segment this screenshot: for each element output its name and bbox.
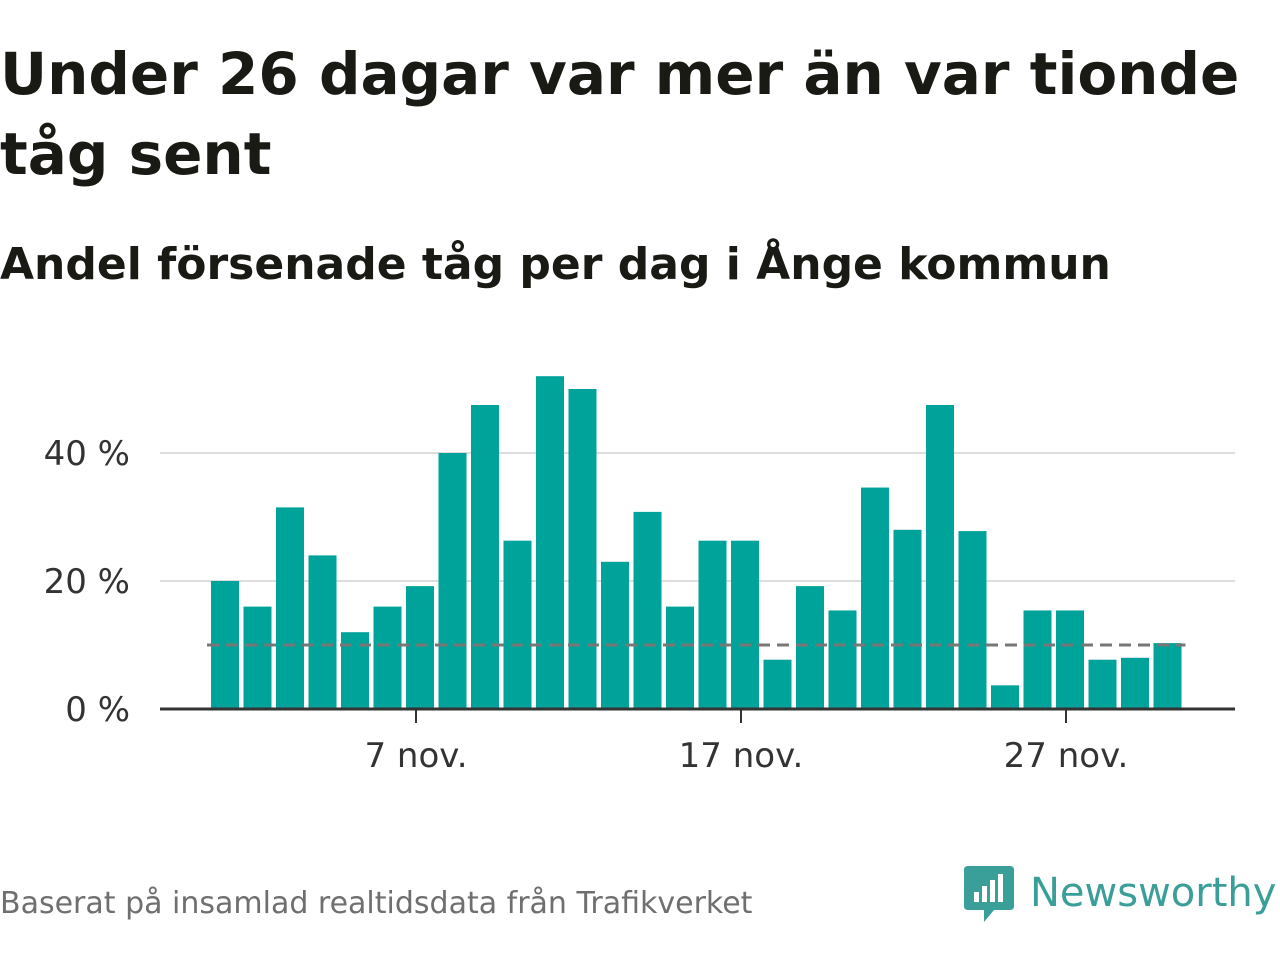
bar bbox=[438, 453, 467, 709]
bar bbox=[893, 529, 922, 709]
y-tick-labels: 0 % 20 % 40 % bbox=[44, 434, 130, 730]
bars bbox=[211, 376, 1182, 709]
bar bbox=[828, 610, 857, 709]
bar bbox=[1121, 657, 1149, 709]
bar bbox=[926, 405, 954, 709]
bar bbox=[633, 511, 662, 709]
y-tick-label: 0 % bbox=[65, 690, 130, 730]
x-tick-label: 7 nov. bbox=[364, 736, 467, 776]
bar bbox=[861, 487, 889, 709]
bar bbox=[601, 561, 629, 709]
gridlines bbox=[160, 452, 1235, 582]
x-tick-label: 27 nov. bbox=[1004, 736, 1129, 776]
x-tick-label: 17 nov. bbox=[679, 736, 804, 776]
axes bbox=[160, 707, 1235, 723]
bar bbox=[666, 606, 694, 709]
bar-chart: 0 % 20 % 40 % 7 nov. 17 nov. 27 nov. bbox=[44, 376, 1235, 776]
bar bbox=[958, 531, 987, 709]
x-tick-labels: 7 nov. 17 nov. 27 nov. bbox=[364, 736, 1128, 776]
bar bbox=[276, 507, 304, 709]
bar bbox=[1088, 659, 1117, 709]
bar bbox=[503, 540, 532, 709]
y-tick-label: 40 % bbox=[44, 434, 130, 474]
source-note: Baserat på insamlad realtidsdata från Tr… bbox=[0, 886, 753, 921]
bar bbox=[1056, 610, 1084, 709]
bar bbox=[243, 606, 272, 709]
bar bbox=[373, 606, 402, 709]
y-tick-label: 20 % bbox=[44, 562, 130, 602]
bar bbox=[763, 659, 792, 709]
bar bbox=[308, 555, 337, 709]
bar-chart-speech-bubble-icon bbox=[964, 866, 1014, 922]
newsworthy-brand[interactable]: Newsworthy bbox=[962, 862, 1276, 924]
bar bbox=[731, 540, 759, 709]
chart-title: Under 26 dagar var mer än var tionde tåg… bbox=[0, 40, 1240, 188]
bar bbox=[568, 389, 597, 709]
bar bbox=[406, 586, 434, 709]
chart-subtitle: Andel försenade tåg per dag i Ånge kommu… bbox=[0, 239, 1111, 290]
bar bbox=[796, 586, 824, 709]
bar bbox=[471, 405, 499, 709]
bar bbox=[1153, 643, 1182, 709]
bar bbox=[991, 685, 1019, 709]
bar bbox=[1023, 610, 1052, 709]
bar bbox=[698, 540, 727, 709]
brand-name: Newsworthy bbox=[1030, 870, 1277, 916]
bar bbox=[536, 376, 564, 709]
